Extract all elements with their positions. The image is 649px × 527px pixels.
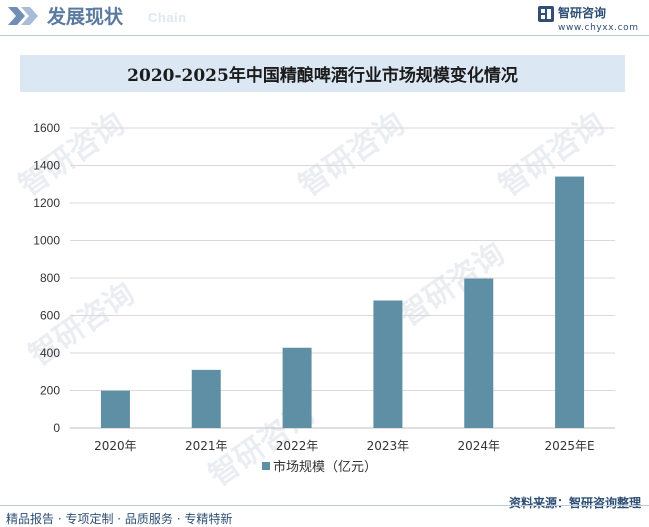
y-tick-label: 1200 <box>33 196 60 210</box>
section-subtitle: Chain <box>148 10 187 25</box>
brand-url: www.chyxx.com <box>558 23 639 33</box>
x-tick-label: 2025年E <box>545 439 595 453</box>
brand: 智研咨询 www.chyxx.com <box>538 5 643 35</box>
footer-divider <box>0 505 649 506</box>
bar-1 <box>191 369 221 428</box>
y-tick-label: 400 <box>40 346 60 360</box>
section-title: 发展现状 <box>47 6 124 28</box>
legend-label: 市场规模（亿元） <box>273 459 377 475</box>
x-tick-label: 2022年 <box>276 439 319 453</box>
axis-layer: 0 200 400 600 800 1000 1200 1400 1600 <box>33 121 615 435</box>
bar-2 <box>282 347 312 428</box>
x-tick-labels: 2020年 2021年 2022年 2023年 2024年 2025年E <box>94 439 595 453</box>
y-tick-label: 1000 <box>33 234 60 248</box>
bars-layer <box>100 176 585 428</box>
page-header: 发展现状 Chain 智研咨询 www.chyxx.com <box>0 0 649 36</box>
x-tick-label: 2021年 <box>185 439 228 453</box>
y-tick-label: 200 <box>40 384 60 398</box>
double-chevron-icon <box>8 7 38 25</box>
footer-slogan: 精品报告 · 专项定制 · 品质服务 · 专精特新 <box>6 512 233 526</box>
grid-layer <box>70 127 615 429</box>
y-tick-label: 1400 <box>33 159 60 173</box>
y-tick-label: 800 <box>40 271 60 285</box>
bar-3 <box>373 300 403 428</box>
chart-title-bar: 2020-2025年中国精酿啤酒行业市场规模变化情况 <box>20 55 625 92</box>
brand-name: 智研咨询 <box>558 6 607 20</box>
x-tick-label: 2023年 <box>367 439 410 453</box>
brand-logo-icon <box>538 6 554 22</box>
header-divider <box>0 35 649 36</box>
legend: 市场规模（亿元） <box>262 459 377 475</box>
source-note: 资料来源：智研咨询整理 <box>508 496 641 510</box>
bar-0 <box>100 390 130 428</box>
y-tick-label: 1600 <box>33 121 60 135</box>
legend-swatch <box>262 462 270 470</box>
bar-5 <box>555 176 585 428</box>
y-tick-label: 600 <box>40 309 60 323</box>
chart-title: 2020-2025年中国精酿啤酒行业市场规模变化情况 <box>127 66 518 86</box>
x-tick-label: 2020年 <box>94 439 137 453</box>
y-tick-label: 0 <box>53 421 60 435</box>
bar-4 <box>464 278 494 428</box>
x-tick-label: 2024年 <box>457 439 500 453</box>
